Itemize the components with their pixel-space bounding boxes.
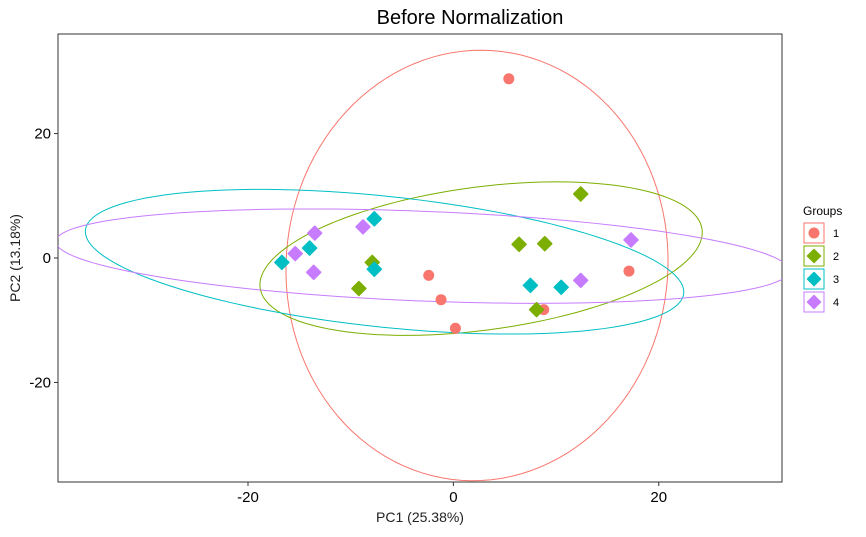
legend-label: 2 bbox=[833, 251, 839, 263]
group-2-point bbox=[511, 236, 527, 253]
group-4-point bbox=[306, 225, 323, 241]
group-2-ellipse bbox=[259, 181, 703, 336]
group-3-ellipse bbox=[84, 188, 685, 335]
group-4-point bbox=[572, 272, 589, 289]
group-3-point bbox=[522, 277, 539, 294]
group-2-point bbox=[351, 280, 367, 297]
group-4-ellipse bbox=[58, 208, 782, 304]
legend-item-4: 4 bbox=[803, 291, 839, 313]
axes-layer: -20 0 20 -20 0 20 bbox=[29, 126, 667, 506]
group-3-point bbox=[366, 261, 383, 277]
group-3-point bbox=[301, 240, 318, 256]
group-3-point bbox=[366, 211, 383, 227]
group-4-point bbox=[355, 219, 371, 235]
legend: Groups 1 2 3 4 bbox=[803, 204, 842, 313]
group-2-point bbox=[537, 235, 553, 252]
legend-key-marker bbox=[806, 248, 822, 264]
legend-item-1: 1 bbox=[803, 222, 839, 244]
x-tick-label: 20 bbox=[650, 489, 667, 506]
y-tick-label: 0 bbox=[43, 250, 51, 267]
group-1-point bbox=[503, 73, 515, 85]
group-4-point bbox=[305, 264, 322, 281]
points-layer bbox=[274, 73, 639, 334]
legend-label: 4 bbox=[833, 297, 839, 309]
x-tick-label: 0 bbox=[449, 489, 457, 506]
legend-key-marker bbox=[806, 271, 822, 287]
plot-panel bbox=[57, 33, 783, 483]
group-2-point bbox=[528, 301, 545, 318]
legend-label: 3 bbox=[833, 274, 839, 286]
group-4-point bbox=[287, 245, 303, 262]
group-3-point bbox=[274, 254, 290, 271]
legend-item-3: 3 bbox=[803, 268, 839, 290]
group-4-point bbox=[623, 232, 639, 248]
group-2-point bbox=[572, 186, 589, 202]
chart-title: Before Normalization bbox=[377, 7, 564, 29]
x-tick-label: -20 bbox=[237, 489, 259, 506]
group-1-point bbox=[449, 322, 461, 334]
x-axis-label: PC1 (25.38%) bbox=[376, 509, 464, 525]
legend-title: Groups bbox=[803, 204, 842, 218]
y-tick-label: -20 bbox=[29, 374, 51, 391]
legend-key-marker bbox=[806, 294, 822, 310]
y-axis-label: PC2 (13.18%) bbox=[7, 214, 23, 302]
legend-items: 1 2 3 4 bbox=[803, 222, 839, 313]
legend-item-2: 2 bbox=[803, 245, 839, 267]
legend-label: 1 bbox=[833, 228, 839, 240]
group-3-point bbox=[553, 279, 569, 295]
group-1-point bbox=[423, 269, 435, 281]
group-1-point bbox=[435, 294, 447, 306]
group-1-point bbox=[623, 265, 635, 277]
legend-key-marker bbox=[808, 227, 820, 239]
y-tick-label: 20 bbox=[34, 126, 51, 143]
